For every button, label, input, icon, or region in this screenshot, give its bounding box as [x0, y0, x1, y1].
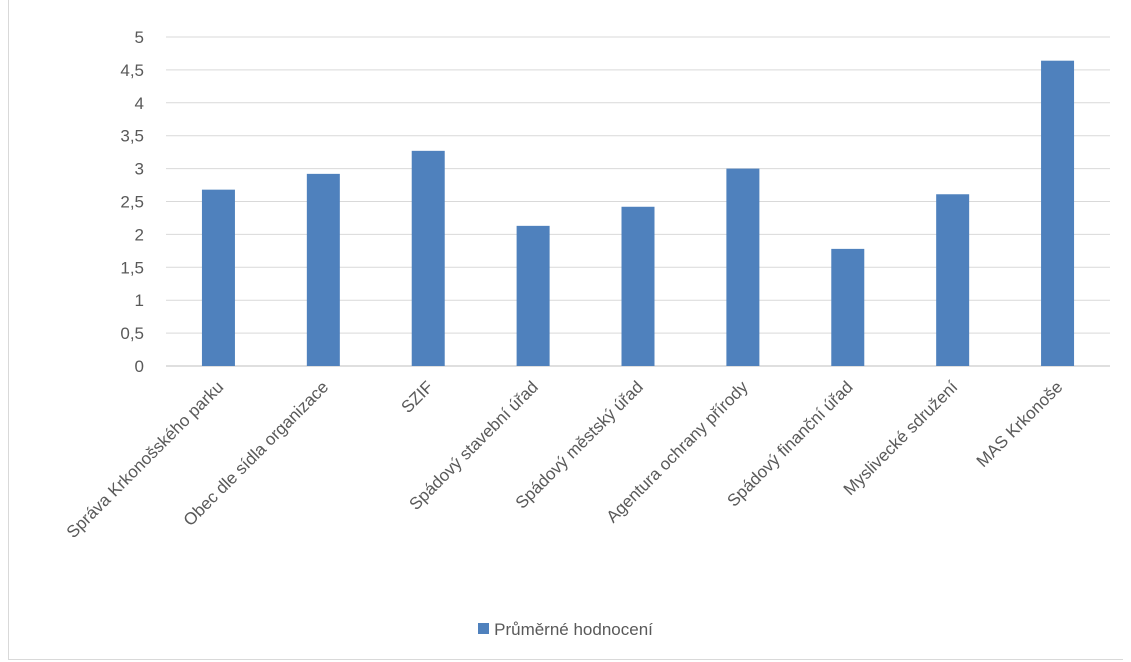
y-tick-label: 0	[135, 357, 144, 376]
bar	[411, 150, 445, 366]
legend-swatch	[478, 623, 490, 635]
chart-frame	[8, 0, 1123, 660]
y-tick-label: 2,5	[120, 193, 144, 212]
bar	[726, 168, 760, 366]
legend-label: Průměrné hodnocení	[494, 620, 653, 639]
x-category-label: MAS Krkonoše	[973, 377, 1067, 471]
y-tick-label: 2	[135, 225, 144, 244]
legend: Průměrné hodnocení	[0, 620, 1131, 640]
bar	[831, 248, 865, 366]
y-tick-label: 4,5	[120, 61, 144, 80]
y-tick-label: 1	[135, 291, 144, 310]
y-tick-label: 3	[135, 160, 144, 179]
bar	[936, 194, 970, 366]
y-tick-label: 1,5	[120, 258, 144, 277]
y-tick-label: 0,5	[120, 324, 144, 343]
x-category-label: SZIF	[398, 377, 437, 416]
bar	[201, 189, 235, 366]
y-tick-label: 4	[135, 94, 144, 113]
bar	[306, 173, 340, 366]
x-category-label: Myslivecké sdružení	[840, 377, 962, 499]
bar	[516, 225, 550, 366]
bar	[621, 206, 655, 366]
bar	[1041, 60, 1075, 367]
y-tick-label: 3,5	[120, 127, 144, 146]
y-tick-label: 5	[135, 28, 144, 47]
